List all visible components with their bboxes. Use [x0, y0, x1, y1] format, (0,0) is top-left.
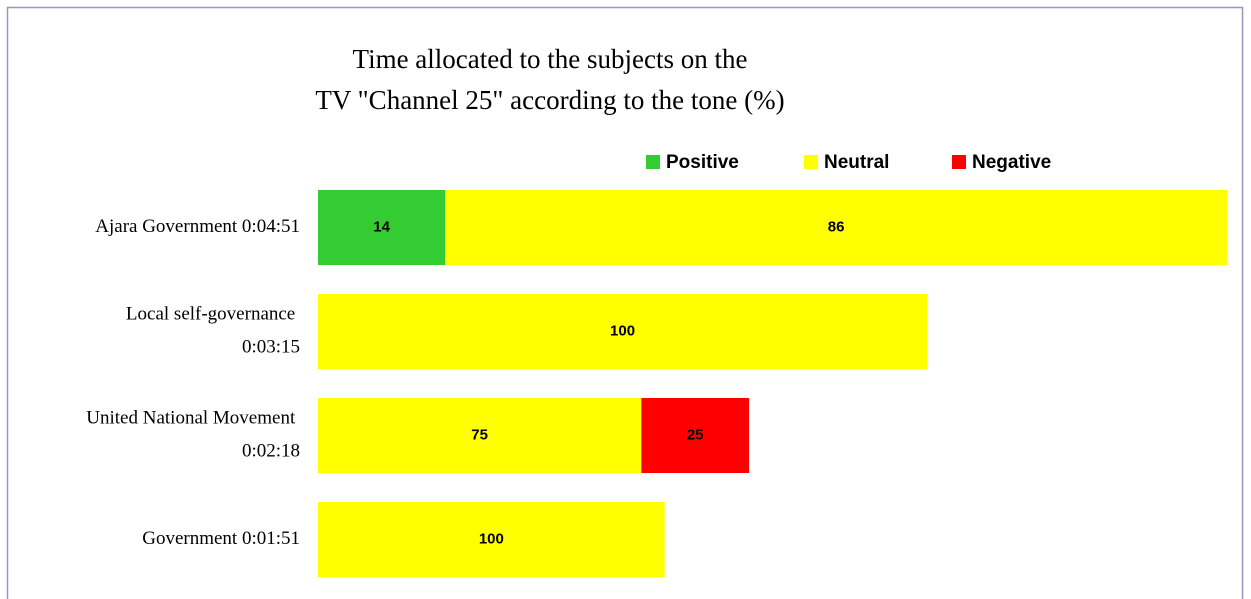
bar-segment	[318, 398, 642, 473]
data-label: 100	[479, 530, 504, 547]
chart-frame	[6, 6, 1244, 599]
category-label: Ajara Government 0:04:51	[95, 216, 300, 237]
bar-segment	[318, 294, 928, 369]
category-label: Local self-governance 0:03:15	[126, 304, 300, 358]
legend-label: Neutral	[824, 152, 889, 173]
chart-title: TV "Channel 25" according to the tone (%…	[315, 85, 784, 115]
category-label: United National Movement 0:02:18	[86, 408, 300, 462]
bar-segment	[445, 190, 1227, 265]
legend-label: Positive	[666, 152, 739, 173]
legend-swatch	[646, 155, 660, 169]
bar-segment	[641, 398, 750, 473]
data-label: 100	[610, 322, 635, 339]
legend-swatch	[952, 155, 966, 169]
chart-title: Time allocated to the subjects on the	[353, 44, 748, 74]
bar-segment	[318, 190, 446, 265]
data-label: 14	[373, 218, 390, 235]
legend-label: Negative	[972, 152, 1051, 173]
category-label: Government 0:01:51	[142, 528, 300, 549]
legend-swatch	[804, 155, 818, 169]
data-label: 75	[471, 426, 488, 443]
data-label: 86	[828, 218, 845, 235]
bar-segment	[318, 502, 665, 577]
data-label: 25	[687, 426, 704, 443]
